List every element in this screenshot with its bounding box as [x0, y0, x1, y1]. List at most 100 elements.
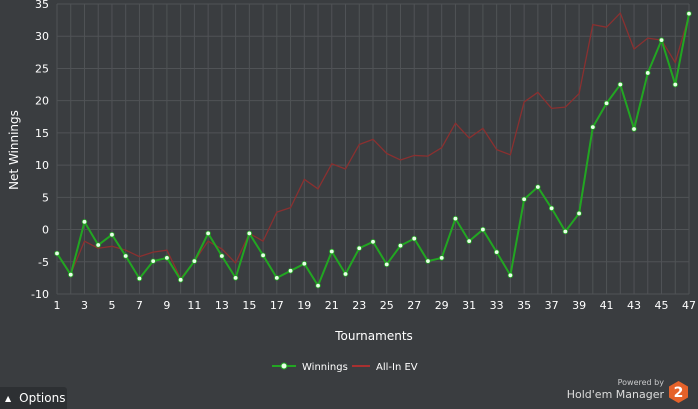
legend-item-winnings[interactable]: Winnings: [272, 362, 348, 373]
winnings-point[interactable]: [109, 232, 115, 238]
winnings-point[interactable]: [397, 242, 404, 249]
x-tick-label: 3: [81, 299, 88, 312]
x-tick-label: 7: [136, 299, 143, 312]
x-tick-label: 33: [490, 299, 504, 312]
winnings-point[interactable]: [191, 258, 198, 264]
y-tick-label: 15: [35, 127, 49, 140]
winnings-point[interactable]: [438, 255, 445, 261]
winnings-point[interactable]: [658, 37, 665, 43]
winnings-point[interactable]: [466, 238, 472, 244]
x-tick-label: 35: [517, 299, 531, 312]
x-tick-label: 23: [352, 299, 366, 312]
holdem-manager-logo-icon: 2: [669, 381, 688, 403]
winnings-point[interactable]: [81, 219, 88, 225]
winnings-point[interactable]: [54, 250, 60, 257]
y-tick-labels: -10 -5 0 5 10 15 20 25 30 35: [31, 0, 49, 301]
x-tick-label: 5: [108, 299, 115, 312]
winnings-point[interactable]: [150, 258, 156, 264]
winnings-point[interactable]: [342, 271, 349, 277]
x-tick-label: 25: [380, 299, 394, 312]
x-tick-label: 27: [407, 299, 421, 312]
winnings-point[interactable]: [548, 205, 555, 211]
y-tick-label: -10: [31, 288, 49, 301]
winnings-point[interactable]: [590, 124, 596, 130]
y-tick-label: 10: [35, 159, 49, 172]
x-tick-label: 29: [435, 299, 449, 312]
y-tick-label: 5: [42, 191, 49, 204]
winnings-point[interactable]: [645, 70, 651, 76]
x-tick-label: 13: [215, 299, 229, 312]
winnings-point[interactable]: [535, 184, 541, 190]
x-tick-label: 15: [242, 299, 256, 312]
winnings-point[interactable]: [164, 255, 170, 261]
options-label: Options: [19, 391, 66, 405]
winnings-point[interactable]: [507, 272, 514, 279]
winnings-point[interactable]: [411, 235, 417, 242]
winnings-point[interactable]: [562, 228, 569, 235]
winnings-point[interactable]: [356, 245, 362, 251]
winnings-point[interactable]: [617, 81, 624, 88]
powered-by-text: Powered by: [617, 378, 664, 387]
winnings-point[interactable]: [136, 275, 143, 282]
winnings-point[interactable]: [576, 210, 582, 217]
logo-number: 2: [674, 385, 684, 401]
x-tick-label: 19: [297, 299, 311, 312]
y-tick-label: 0: [42, 224, 49, 237]
winnings-point[interactable]: [287, 268, 294, 274]
winnings-point[interactable]: [219, 253, 225, 259]
y-tick-label: 35: [35, 0, 49, 11]
powered-by-branding: Powered by Hold'em Manager: [567, 378, 664, 402]
winnings-point[interactable]: [631, 126, 637, 132]
y-axis-title: Net Winnings: [7, 110, 21, 190]
series-layer: [54, 10, 692, 289]
winnings-point[interactable]: [384, 261, 390, 268]
winnings-point[interactable]: [246, 230, 253, 237]
x-tick-label: 43: [627, 299, 641, 312]
winnings-point[interactable]: [480, 226, 486, 233]
x-tick-label: 45: [655, 299, 669, 312]
x-axis-title: Tournaments: [334, 329, 413, 343]
winnings-point[interactable]: [521, 196, 527, 202]
winnings-point[interactable]: [493, 249, 500, 255]
x-tick-label: 9: [163, 299, 170, 312]
legend-winnings-label: Winnings: [302, 362, 348, 373]
y-tick-label: 25: [35, 62, 49, 75]
winnings-point[interactable]: [205, 230, 211, 237]
winnings-point[interactable]: [177, 277, 184, 283]
legend: Winnings All-In EV: [272, 362, 418, 373]
winnings-point[interactable]: [232, 275, 239, 281]
x-tick-labels: 1 3 5 7 9 11 13 15 17 19 21 23 25 27 29 31 33 35 37 39 41 43 4…: [54, 299, 697, 312]
winnings-point[interactable]: [425, 258, 431, 264]
winnings-point[interactable]: [95, 242, 101, 248]
x-tick-label: 47: [682, 299, 696, 312]
x-tick-label: 31: [462, 299, 476, 312]
y-tick-label: -5: [38, 256, 49, 269]
winnings-point[interactable]: [686, 10, 692, 17]
winnings-point[interactable]: [603, 100, 610, 106]
brand-name: Hold'em Manager: [566, 388, 664, 401]
chevron-up-icon: ▲: [5, 393, 12, 403]
winnings-point[interactable]: [370, 239, 376, 245]
x-tick-label: 37: [545, 299, 559, 312]
options-button[interactable]: ▲ Options: [0, 387, 67, 409]
winnings-point[interactable]: [329, 248, 335, 255]
x-tick-label: 39: [572, 299, 586, 312]
y-tick-label: 30: [35, 30, 49, 43]
winnings-point[interactable]: [260, 252, 266, 259]
legend-item-all-in-ev[interactable]: All-In EV: [352, 362, 418, 373]
x-tick-label: 11: [187, 299, 201, 312]
x-tick-label: 17: [270, 299, 284, 312]
x-tick-label: 1: [54, 299, 61, 312]
chart-grid: [56, 3, 690, 295]
winnings-point[interactable]: [452, 215, 459, 222]
x-tick-label: 41: [600, 299, 614, 312]
winnings-point[interactable]: [68, 271, 74, 278]
y-tick-label: 20: [35, 95, 49, 108]
winnings-point[interactable]: [274, 275, 280, 281]
legend-winnings-swatch-marker: [280, 362, 288, 370]
winnings-point[interactable]: [301, 261, 308, 267]
winnings-point[interactable]: [122, 253, 129, 259]
winnings-point[interactable]: [672, 81, 678, 88]
winnings-point[interactable]: [315, 282, 321, 289]
